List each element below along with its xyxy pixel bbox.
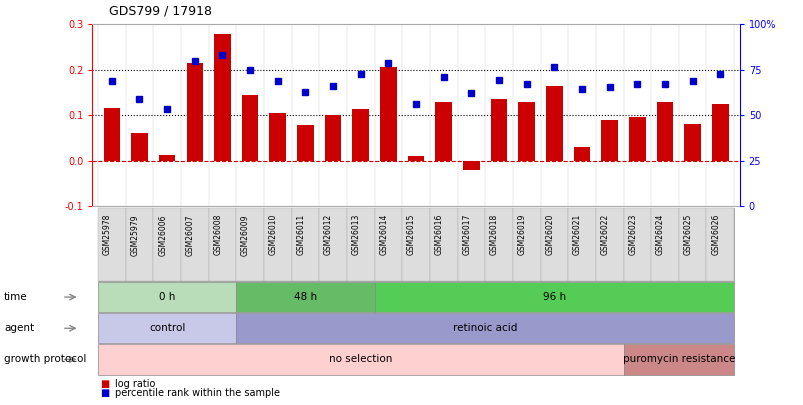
Bar xyxy=(214,34,230,161)
Text: 0 h: 0 h xyxy=(159,292,175,302)
Text: 48 h: 48 h xyxy=(294,292,316,302)
Text: GSM26026: GSM26026 xyxy=(711,214,719,256)
Text: percentile rank within the sample: percentile rank within the sample xyxy=(115,388,279,398)
Bar xyxy=(518,102,534,161)
Bar xyxy=(573,147,589,161)
Text: no selection: no selection xyxy=(328,354,392,364)
Bar xyxy=(324,115,341,161)
Text: time: time xyxy=(4,292,27,302)
Bar xyxy=(711,104,728,161)
Bar xyxy=(628,117,645,161)
Text: GSM26008: GSM26008 xyxy=(213,214,222,256)
Text: control: control xyxy=(149,323,185,333)
Text: GSM25979: GSM25979 xyxy=(130,214,139,256)
Bar xyxy=(407,156,424,161)
Text: GSM26017: GSM26017 xyxy=(462,214,471,256)
Bar xyxy=(352,109,369,161)
Text: ■: ■ xyxy=(100,379,110,389)
Bar xyxy=(104,109,120,161)
Bar xyxy=(683,124,700,161)
Text: GSM26018: GSM26018 xyxy=(490,214,499,255)
Text: GSM26014: GSM26014 xyxy=(379,214,388,256)
Text: GSM26010: GSM26010 xyxy=(268,214,277,256)
Text: GSM26012: GSM26012 xyxy=(324,214,332,255)
Text: 96 h: 96 h xyxy=(542,292,565,302)
Text: GSM26025: GSM26025 xyxy=(683,214,692,256)
Bar xyxy=(656,102,672,161)
Text: retinoic acid: retinoic acid xyxy=(452,323,517,333)
Bar xyxy=(545,86,562,161)
Bar xyxy=(159,155,175,161)
Bar xyxy=(435,102,451,161)
Text: log ratio: log ratio xyxy=(115,379,155,389)
Bar xyxy=(601,120,618,161)
Text: GSM26023: GSM26023 xyxy=(628,214,637,256)
Text: puromycin resistance: puromycin resistance xyxy=(622,354,734,364)
Bar xyxy=(131,133,148,161)
Text: agent: agent xyxy=(4,323,34,333)
Text: GSM26009: GSM26009 xyxy=(241,214,250,256)
Text: GSM26019: GSM26019 xyxy=(517,214,526,256)
Text: growth protocol: growth protocol xyxy=(4,354,86,364)
Text: GSM26007: GSM26007 xyxy=(185,214,194,256)
Text: GSM26020: GSM26020 xyxy=(544,214,554,256)
Text: GDS799 / 17918: GDS799 / 17918 xyxy=(108,4,211,17)
Bar xyxy=(242,95,258,161)
Text: GSM26021: GSM26021 xyxy=(573,214,581,255)
Bar xyxy=(463,161,479,170)
Bar xyxy=(269,113,286,161)
Text: GSM26011: GSM26011 xyxy=(296,214,305,255)
Bar xyxy=(297,125,313,161)
Text: GSM26006: GSM26006 xyxy=(158,214,167,256)
Text: GSM26015: GSM26015 xyxy=(406,214,416,256)
Bar xyxy=(490,99,507,161)
Text: GSM26024: GSM26024 xyxy=(655,214,664,256)
Text: GSM26013: GSM26013 xyxy=(352,214,361,256)
Bar xyxy=(186,63,203,161)
Text: GSM26016: GSM26016 xyxy=(434,214,443,256)
Text: ■: ■ xyxy=(100,388,110,398)
Bar xyxy=(380,68,396,161)
Text: GSM26022: GSM26022 xyxy=(600,214,609,255)
Text: GSM25978: GSM25978 xyxy=(103,214,112,256)
